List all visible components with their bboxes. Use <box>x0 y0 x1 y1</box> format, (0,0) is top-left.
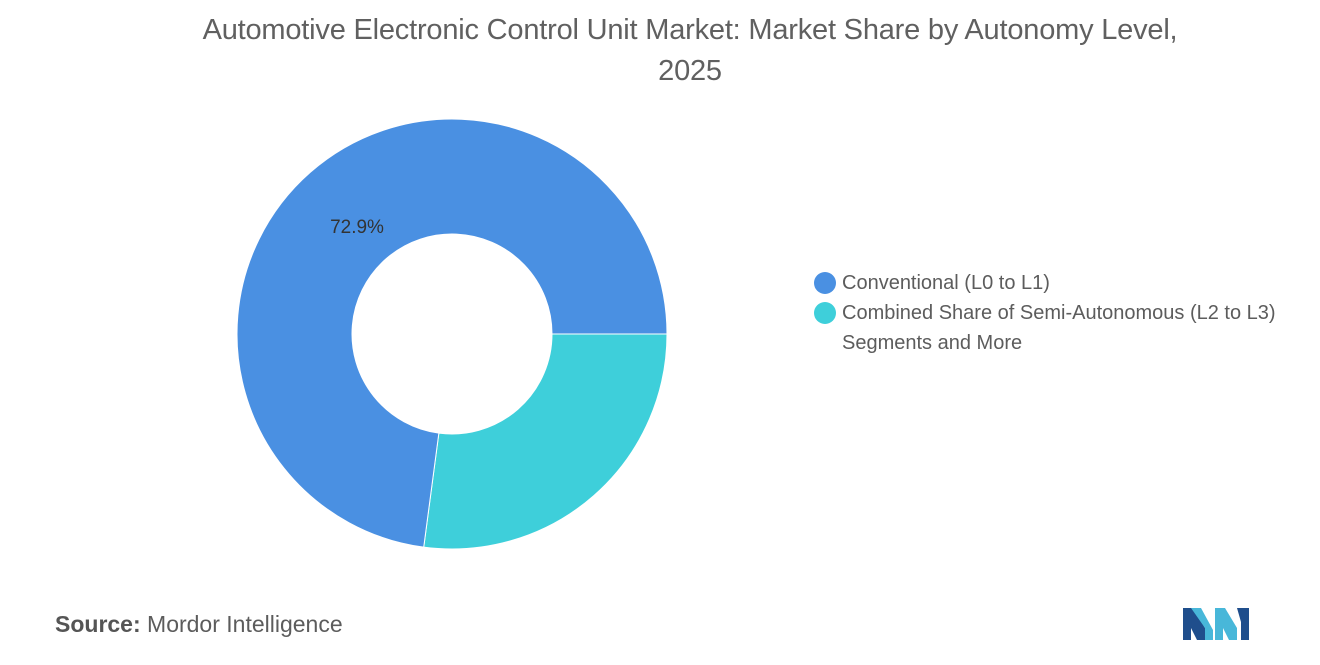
source-label: Source: <box>55 611 141 637</box>
chart-legend: Conventional (L0 to L1) Combined Share o… <box>814 268 1304 358</box>
mordor-intelligence-logo <box>1183 608 1249 640</box>
chart-title-line-2: 2025 <box>658 55 722 87</box>
source-name: Mordor Intelligence <box>147 611 343 637</box>
donut-slice-semi-autonomous[interactable] <box>423 333 668 550</box>
legend-label-conventional: Conventional (L0 to L1) <box>842 272 1050 294</box>
legend-item-semi-autonomous[interactable]: Combined Share of Semi-Autonomous (L2 to… <box>814 298 1304 358</box>
legend-item-conventional[interactable]: Conventional (L0 to L1) <box>814 268 1304 298</box>
chart-title: Automotive Electronic Control Unit Marke… <box>110 10 1270 92</box>
chart-title-line-1: Automotive Electronic Control Unit Marke… <box>202 14 1178 46</box>
donut-slice-conventional[interactable] <box>236 118 668 548</box>
legend-swatch-semi-autonomous <box>814 302 836 324</box>
legend-swatch-conventional <box>814 272 836 294</box>
data-label-conventional: 72.9% <box>330 217 384 238</box>
legend-label-semi-autonomous: Combined Share of Semi-Autonomous (L2 to… <box>842 302 1276 354</box>
source-note: Source: Mordor Intelligence <box>55 611 343 638</box>
